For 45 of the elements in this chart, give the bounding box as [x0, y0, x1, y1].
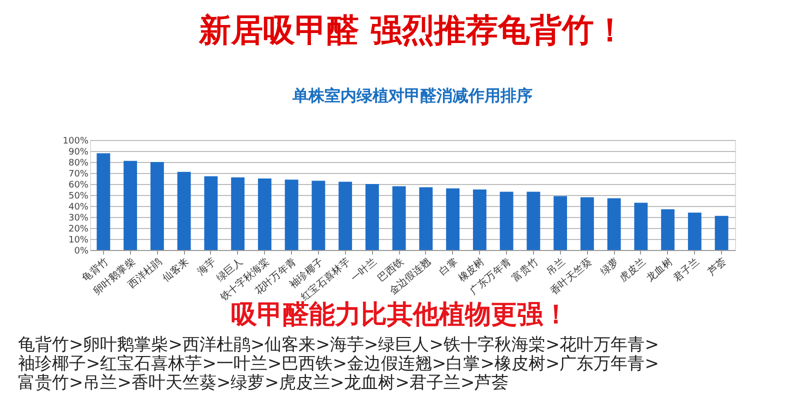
x-tick-label: 富贵竹	[510, 256, 541, 284]
y-tick-label: 30%	[68, 214, 89, 224]
bar	[177, 172, 191, 250]
text: 富贵竹>吊兰>香叶天竺葵>绿萝>虎皮兰>龙血树>君子兰>芦荟	[18, 373, 509, 393]
chart-subtitle: 单株室内绿植对甲醛消减作用排序	[292, 86, 532, 105]
y-tick-label: 90%	[68, 148, 89, 158]
bar	[419, 187, 433, 250]
y-tick-label: 100%	[62, 136, 89, 146]
bar	[365, 184, 379, 250]
bar	[284, 180, 298, 250]
x-tick-label: 吊兰	[544, 256, 568, 278]
y-tick-label: 50%	[68, 192, 89, 202]
bar	[688, 212, 702, 250]
text: 袖珍椰子>红宝石喜林芋>一叶兰>巴西铁>金边假连翘>白掌>橡皮树>广东万年青>	[18, 354, 659, 374]
bar	[338, 182, 352, 250]
bar	[554, 196, 568, 250]
bar	[231, 177, 245, 250]
text: 龟背竹>卵叶鹅掌柴>西洋杜鹃>仙客来>海芋>绿巨人>铁十字秋海棠>花叶万年青>	[18, 335, 659, 355]
bar	[607, 198, 621, 250]
y-tick-label: 60%	[68, 180, 89, 190]
bar	[96, 153, 110, 250]
text: 吸甲醛能力比其他植物更强！	[231, 300, 569, 330]
y-tick-label: 70%	[68, 170, 89, 180]
y-tick-label: 0%	[74, 246, 89, 256]
y-tick-label: 10%	[68, 236, 89, 246]
y-tick-label: 40%	[68, 202, 89, 212]
y-tick-label: 80%	[68, 158, 89, 168]
x-tick-label: 绿萝	[598, 256, 622, 278]
bar	[714, 216, 728, 250]
bar	[392, 186, 406, 250]
bar	[580, 197, 594, 250]
bar	[661, 209, 675, 250]
bar	[446, 188, 460, 250]
chart-title: 新居吸甲醛 强烈推荐龟背竹！	[198, 11, 626, 49]
y-tick-label: 20%	[68, 224, 89, 234]
bar	[312, 180, 326, 250]
x-tick-label: 芦荟	[706, 256, 729, 278]
bar	[124, 160, 138, 250]
bar	[258, 178, 272, 250]
bar	[472, 190, 486, 250]
bar	[634, 202, 648, 250]
bar	[526, 192, 540, 250]
bar	[150, 162, 164, 250]
bar	[204, 176, 218, 250]
bar	[500, 192, 514, 250]
